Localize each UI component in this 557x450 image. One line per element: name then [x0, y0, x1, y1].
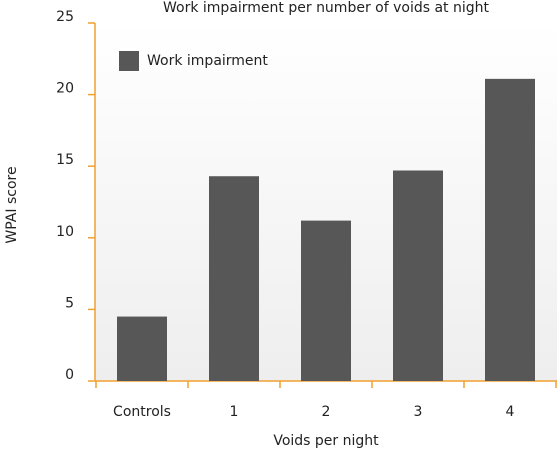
bar: [209, 176, 259, 381]
y-tick-label: 10: [56, 224, 74, 240]
x-tick-label: 1: [230, 404, 239, 420]
x-axis-label: Voids per night: [273, 433, 379, 449]
y-tick-label: 25: [56, 9, 74, 25]
bar: [393, 170, 443, 381]
y-tick-label: 20: [56, 81, 74, 97]
chart-title: Work impairment per number of voids at n…: [163, 0, 490, 16]
y-tick-label: 0: [65, 367, 74, 383]
y-tick-label: 5: [65, 295, 74, 311]
bar: [485, 78, 535, 382]
x-tick-label: Controls: [113, 404, 171, 420]
y-axis-label: WPAI score: [4, 166, 20, 243]
y-tick-label: 15: [56, 152, 74, 168]
bar: [117, 316, 167, 381]
x-tick-label: 3: [414, 404, 423, 420]
x-tick-label: 4: [506, 404, 515, 420]
legend-swatch: [119, 51, 139, 71]
bar: [301, 220, 351, 381]
x-tick-label: 2: [322, 404, 331, 420]
legend-label: Work impairment: [147, 53, 268, 69]
